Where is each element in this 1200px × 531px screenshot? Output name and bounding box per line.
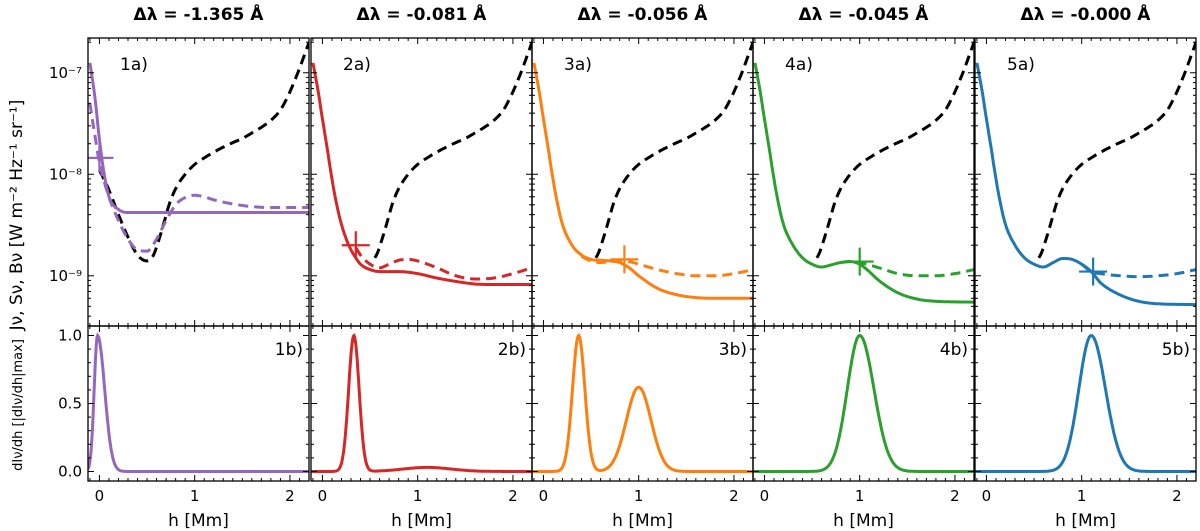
x-tick-label-4-0: 0 [760, 487, 770, 505]
x-tick-label-5-0: 0 [982, 487, 992, 505]
mean-intensity-line-2 [354, 246, 532, 281]
x-tick-label-3-1: 1 [634, 487, 644, 505]
panel-1a-frame [87, 37, 310, 327]
planck-function-line-1 [98, 40, 309, 263]
planck-function-line-4 [815, 40, 974, 259]
mean-intensity-line-5 [1080, 263, 1196, 279]
x-tick-label-2-1: 1 [413, 487, 423, 505]
panel-tag-4b: 4b) [940, 340, 968, 360]
panel-2b-curves [311, 333, 532, 473]
x-tick-label-3-2: 2 [729, 487, 739, 505]
column-title-1: Δλ = -1.365 Å [134, 2, 265, 25]
y-tick-label-top-0: 10⁻⁹ [49, 267, 82, 285]
source-function-line-1 [88, 62, 309, 214]
top-row-y-axis-label: Jν, Sν, Bν [W m⁻² Hz⁻¹ sr⁻¹] [7, 100, 27, 332]
panel-tag-2a: 2a) [343, 55, 371, 75]
mean-intensity-line-1 [88, 103, 309, 253]
source-function-line-4 [753, 62, 974, 304]
panel-tag-1a: 1a) [120, 55, 148, 75]
panel-tag-1b: 1b) [275, 340, 303, 360]
contribution-function-line-3 [532, 333, 753, 473]
y-tick-label-top-2: 10⁻⁷ [49, 64, 82, 82]
source-function-line-2 [311, 62, 532, 286]
x-axis-label-1: h [Mm] [168, 511, 229, 531]
x-tick-label-4-2: 2 [950, 487, 960, 505]
panel-tag-5b: 5b) [1162, 340, 1190, 360]
panel-tag-5a: 5a) [1007, 55, 1035, 75]
panel-tag-2b: 2b) [498, 340, 526, 360]
x-tick-label-2-0: 0 [318, 487, 328, 505]
x-axis-label-4: h [Mm] [833, 511, 894, 531]
y-tick-label-bottom-0: 0.0 [58, 462, 82, 480]
panel-5a-frame [974, 37, 1197, 327]
planck-function-line-3 [594, 40, 753, 259]
y-tick-label-bottom-2: 1.0 [58, 327, 82, 345]
contribution-function-line-4 [753, 333, 974, 473]
x-axis-label-3: h [Mm] [612, 511, 673, 531]
x-tick-label-2-2: 2 [508, 487, 518, 505]
x-tick-label-1-0: 0 [95, 487, 105, 505]
panel-1a-curves [88, 40, 309, 263]
panel-4a-frame [752, 37, 975, 327]
mean-intensity-line-3 [580, 255, 753, 278]
panel-4a-curves [753, 40, 974, 304]
panel-2a-curves [311, 40, 532, 286]
panel-4b-curves [753, 333, 974, 473]
panel-tag-3b: 3b) [719, 340, 747, 360]
x-tick-label-1-1: 1 [190, 487, 200, 505]
panel-2a-frame [310, 37, 533, 327]
panel-5a-curves [975, 40, 1196, 307]
x-tick-label-5-2: 2 [1172, 487, 1182, 505]
panel-tag-3a: 3a) [564, 55, 592, 75]
panel-3a-curves [532, 40, 753, 300]
planck-function-line-5 [1037, 40, 1196, 259]
column-title-2: Δλ = -0.081 Å [357, 2, 488, 25]
source-function-line-3 [532, 62, 753, 300]
x-axis-label-5: h [Mm] [1055, 511, 1116, 531]
column-title-5: Δλ = -0.000 Å [1021, 2, 1152, 25]
contribution-function-line-2 [311, 333, 532, 473]
panel-1b-curves [88, 332, 309, 473]
contribution-function-line-1 [88, 332, 309, 473]
mean-intensity-line-4 [840, 260, 974, 278]
panel-3a-frame [531, 37, 754, 327]
y-tick-label-bottom-1: 0.5 [58, 395, 82, 413]
planck-function-line-2 [373, 40, 532, 259]
plot-layer: Δλ = -1.365 Å 1a) 1b) 0 1 2 h [Mm] Δλ = -0.081 … [49, 2, 1197, 531]
contribution-function-line-5 [975, 334, 1196, 473]
x-tick-label-4-1: 1 [855, 487, 865, 505]
column-title-3: Δλ = -0.056 Å [578, 2, 709, 25]
x-tick-label-1-2: 2 [285, 487, 295, 505]
y-tick-label-top-1: 10⁻⁸ [49, 165, 82, 183]
panel-5b-curves [975, 334, 1196, 473]
panel-3b-curves [532, 333, 753, 473]
x-tick-label-3-0: 0 [539, 487, 549, 505]
x-axis-label-2: h [Mm] [391, 511, 452, 531]
panel-tag-4a: 4a) [785, 55, 813, 75]
column-title-4: Δλ = -0.045 Å [799, 2, 930, 25]
bottom-row-y-axis-label: dIν/dh [|dIν/dh|max] [11, 339, 26, 471]
x-tick-label-5-1: 1 [1077, 487, 1087, 505]
